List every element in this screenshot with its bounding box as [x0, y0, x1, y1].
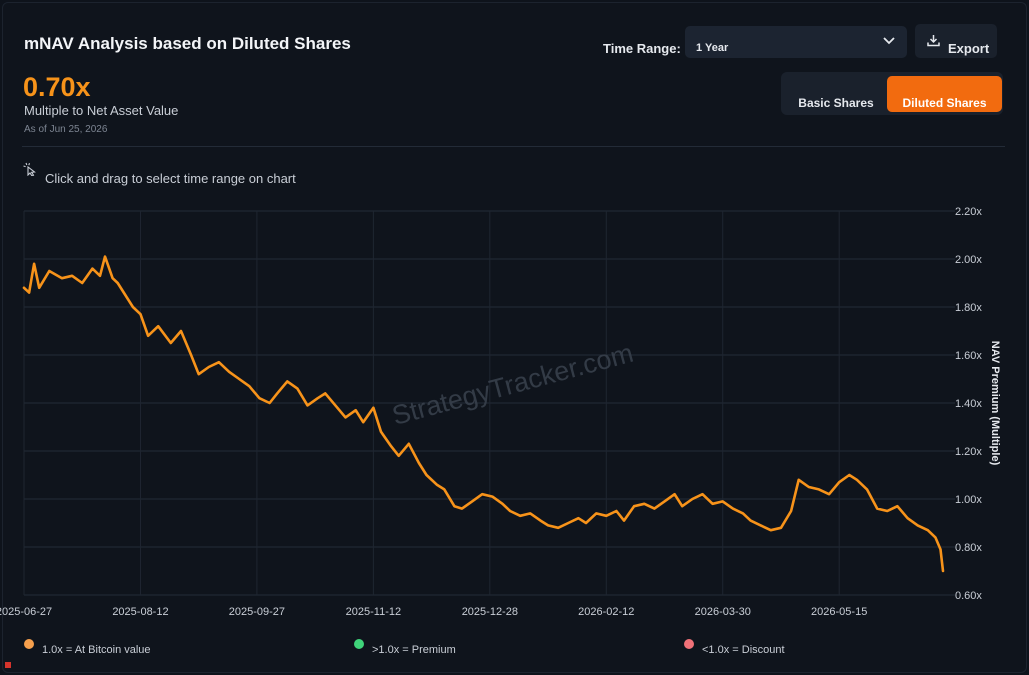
legend-dot-icon: [354, 639, 364, 649]
as-of-date: As of Jun 25, 2026: [24, 124, 108, 135]
page-title: mNAV Analysis based on Diluted Shares: [24, 34, 351, 53]
basic-shares-label: Basic Shares: [798, 96, 874, 110]
y-tick-label: 0.80x: [955, 542, 982, 554]
y-tick-label: 1.40x: [955, 398, 982, 410]
y-axis-label: NAV Premium (Multiple): [989, 341, 1001, 466]
y-tick-label: 0.60x: [955, 590, 982, 602]
x-tick-label: 2025-09-27: [229, 606, 285, 618]
chevron-down-icon: [883, 37, 895, 45]
basic-shares-button[interactable]: Basic Shares: [787, 76, 885, 112]
header-divider: [22, 146, 1005, 147]
x-tick-label: 2025-12-28: [462, 606, 518, 618]
export-button[interactable]: Export: [915, 24, 997, 58]
cursor-click-icon: [23, 162, 36, 176]
series-line: [22, 255, 945, 573]
mnav-value: 0.70x: [23, 72, 91, 102]
time-range-value: 1 Year: [696, 42, 729, 54]
x-tick-label: 2026-03-30: [695, 606, 751, 618]
mnav-value-label: Multiple to Net Asset Value: [24, 103, 179, 118]
x-tick-label: 2025-11-12: [346, 606, 401, 618]
chart-grid: [23, 210, 955, 596]
y-tick-label: 1.60x: [955, 350, 982, 362]
corner-marker: [5, 662, 11, 668]
y-tick-label: 1.80x: [955, 302, 982, 314]
legend-label: >1.0x = Premium: [372, 644, 456, 656]
x-axis-ticks: 2025-06-27 2025-08-12 2025-09-27 2025-11-12…: [0, 606, 867, 618]
legend-dot-icon: [684, 639, 694, 649]
x-tick-label: 2026-02-12: [578, 606, 634, 618]
legend-dot-icon: [24, 639, 34, 649]
x-tick-label: 2025-08-12: [112, 606, 168, 618]
time-range-label: Time Range:: [603, 41, 681, 56]
chart-hint: Click and drag to select time range on c…: [45, 171, 296, 186]
y-tick-label: 2.20x: [955, 206, 982, 218]
time-range-select[interactable]: 1 Year: [685, 26, 907, 58]
y-tick-label: 1.00x: [955, 494, 982, 506]
y-axis-ticks: 2.20x 2.00x 1.80x 1.60x 1.40x 1.20x 1.00x 0.80x…: [955, 206, 982, 602]
y-tick-label: 1.20x: [955, 446, 982, 458]
share-type-toggle: Basic Shares Diluted Shares: [781, 72, 1003, 115]
diluted-shares-label: Diluted Shares: [902, 96, 987, 110]
download-icon: [927, 35, 940, 47]
legend-label: <1.0x = Discount: [702, 644, 785, 656]
export-label: Export: [948, 41, 990, 56]
legend-label: 1.0x = At Bitcoin value: [42, 644, 151, 656]
y-tick-label: 2.00x: [955, 254, 982, 266]
x-tick-label: 2026-05-15: [811, 606, 867, 618]
diluted-shares-button[interactable]: Diluted Shares: [887, 76, 1002, 112]
x-tick-label: 2025-06-27: [0, 606, 52, 618]
watermark: StrategyTracker.com: [389, 338, 636, 431]
